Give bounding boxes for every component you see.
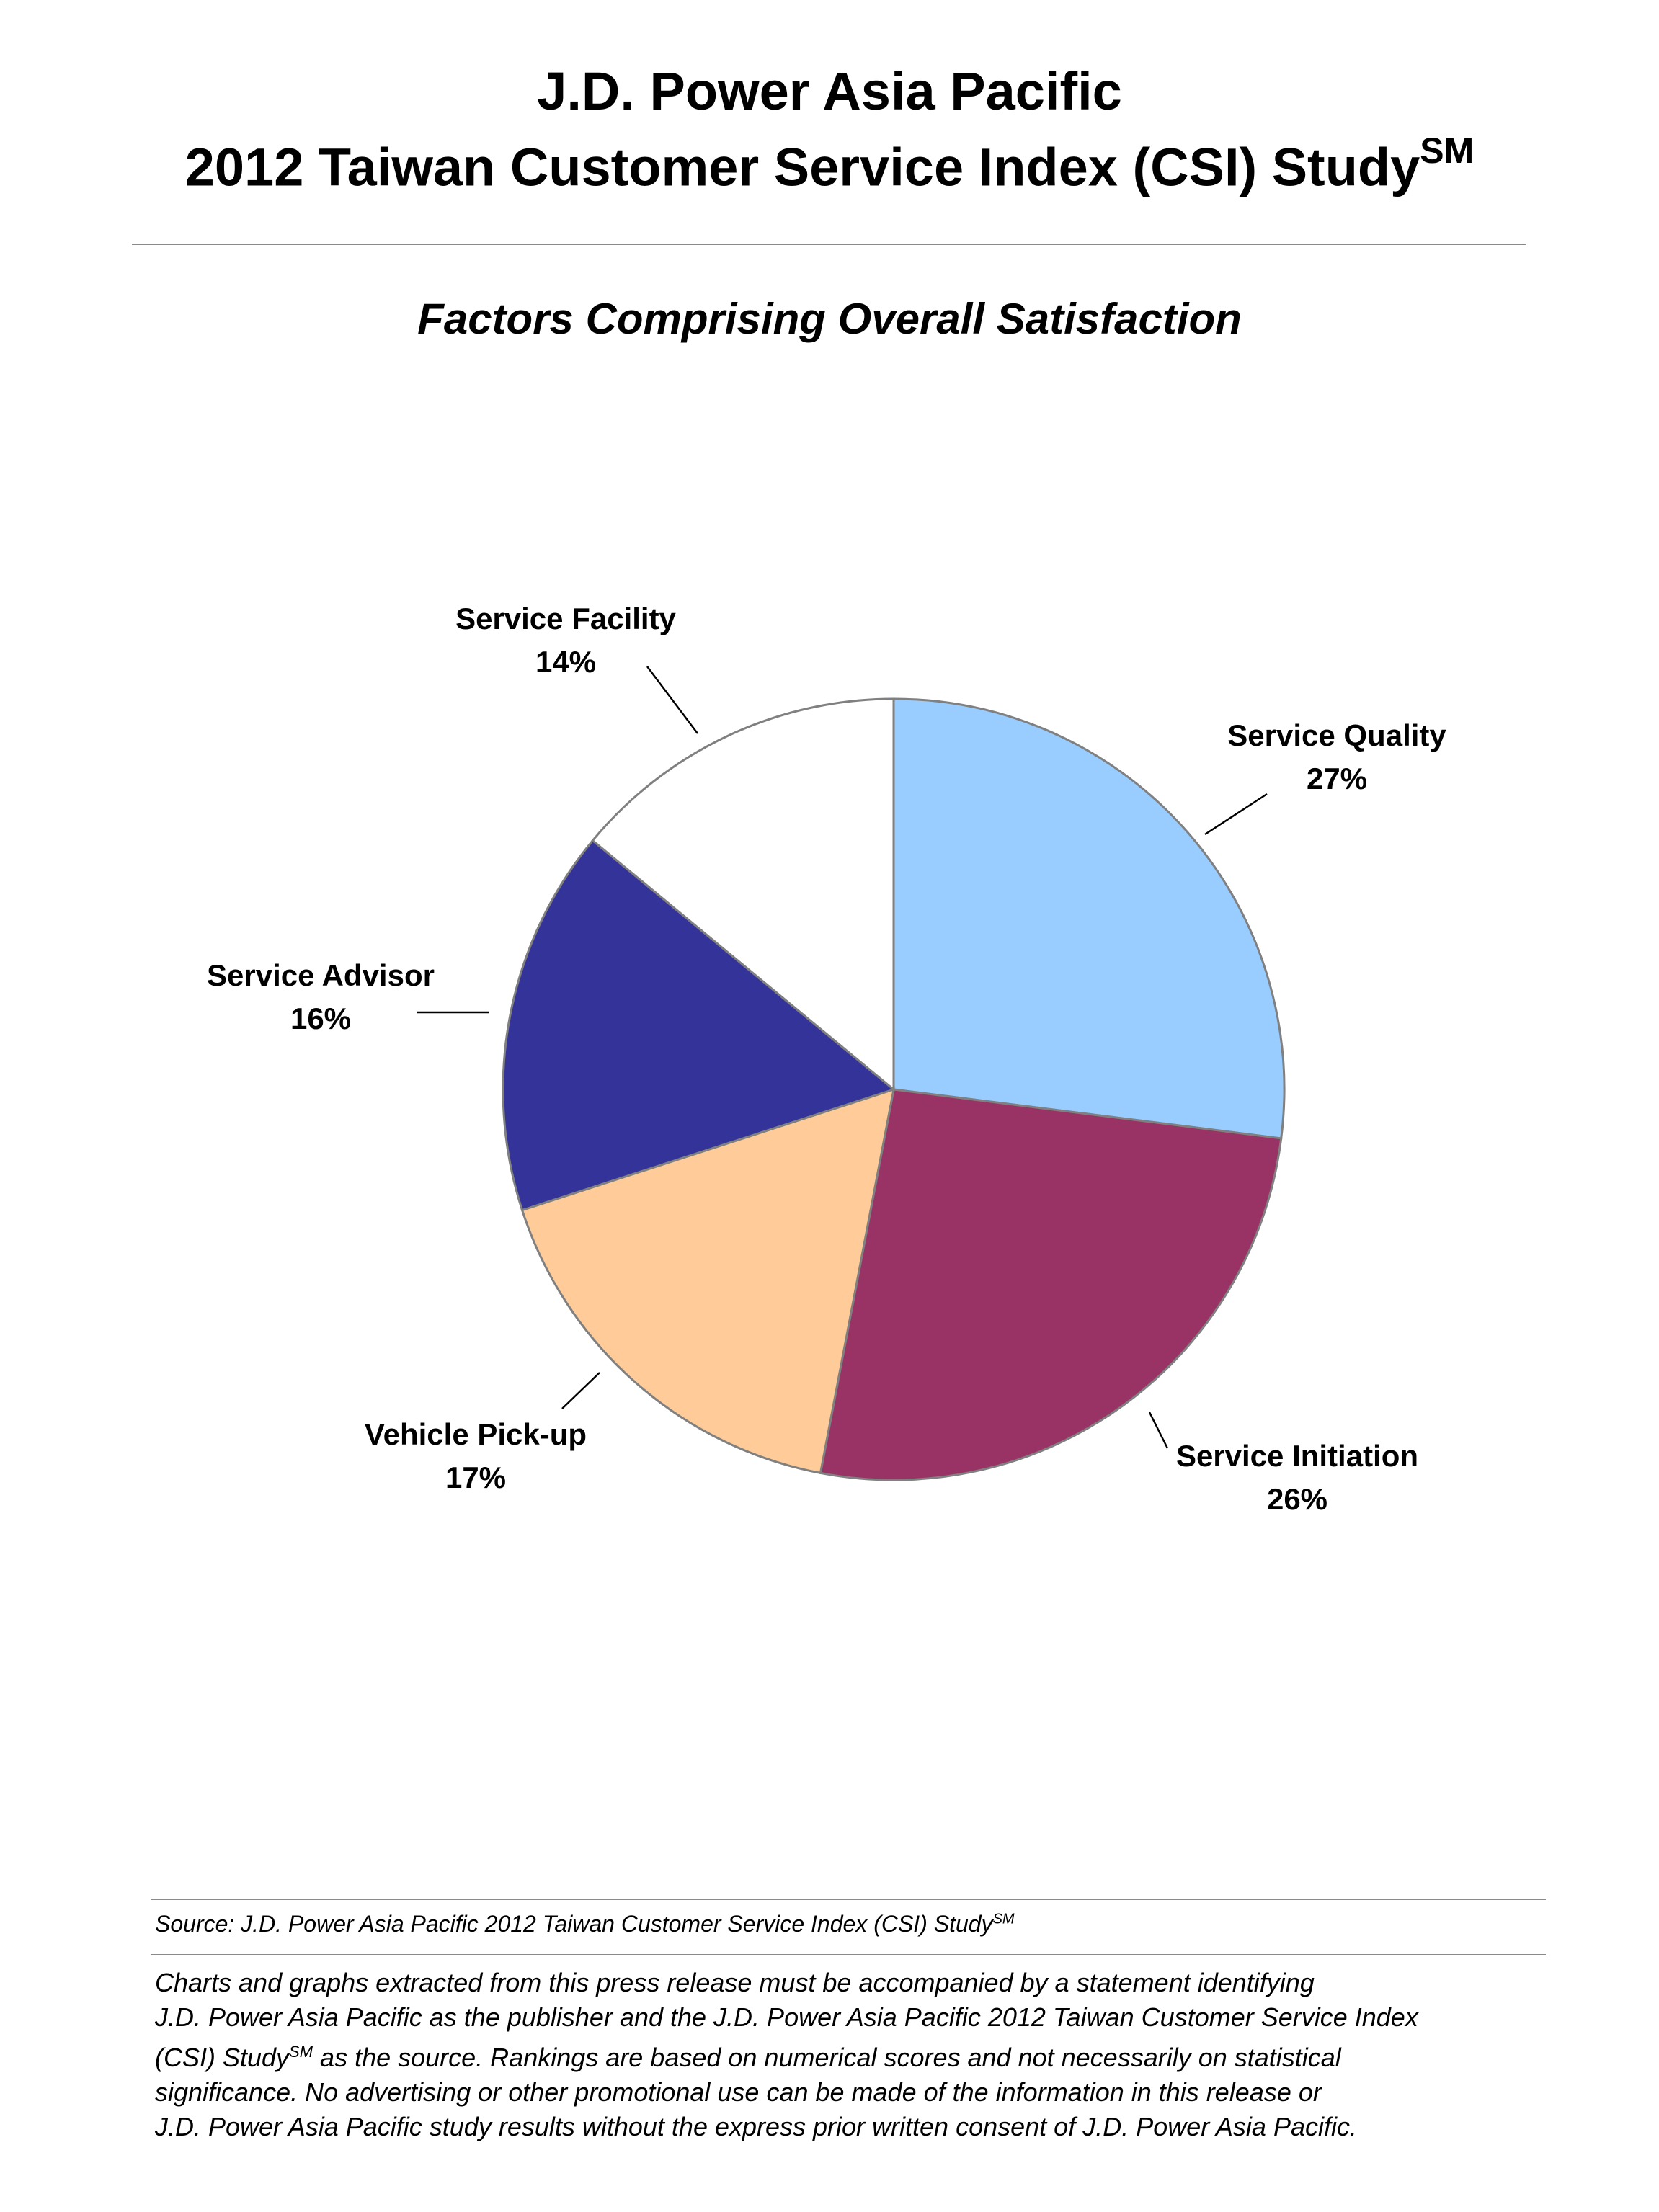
source-divider-top (151, 1899, 1546, 1900)
disclaimer-line-3-end: as the source. Rankings are based on num… (313, 2043, 1341, 2072)
disclaimer-line-3: (CSI) StudySM as the source. Rankings ar… (155, 2035, 1549, 2075)
title-line-1: J.D. Power Asia Pacific (537, 61, 1122, 121)
page-title: J.D. Power Asia Pacific 2012 Taiwan Cust… (0, 65, 1659, 195)
disclaimer-line-1: Charts and graphs extracted from this pr… (155, 1968, 1315, 1997)
source-service-mark: SM (992, 1911, 1015, 1927)
title-divider (132, 244, 1526, 245)
disclaimer-line-3-start: (CSI) Study (155, 2043, 290, 2072)
slice-value-service-facility: 14% (535, 645, 596, 679)
disclaimer-line-5: J.D. Power Asia Pacific study results wi… (155, 2112, 1357, 2141)
disclaimer-line-4: significance. No advertising or other pr… (155, 2077, 1322, 2107)
title-line-2: 2012 Taiwan Customer Service Index (CSI)… (0, 133, 1659, 197)
disclaimer-service-mark: SM (289, 2043, 313, 2061)
leader-line-service-quality (1204, 793, 1268, 836)
pie-slice-service-quality (892, 697, 1286, 1140)
title-line-2-text: 2012 Taiwan Customer Service Index (CSI)… (184, 137, 1420, 197)
slice-value-service-quality: 27% (1307, 762, 1367, 795)
leader-line-vehicle-pick-up (561, 1372, 600, 1409)
slice-value-vehicle-pick-up: 17% (445, 1460, 506, 1494)
slice-name-service-advisor: Service Advisor (207, 958, 435, 992)
slice-name-service-facility: Service Facility (455, 602, 676, 635)
source-divider-bottom (151, 1954, 1546, 1955)
pie-slice-service-facility (591, 697, 895, 1092)
slice-value-service-advisor: 16% (290, 1002, 351, 1035)
service-mark: SM (1420, 130, 1475, 171)
slice-value-service-initiation: 26% (1267, 1482, 1327, 1516)
slice-name-service-quality: Service Quality (1227, 718, 1446, 752)
source-note: Source: J.D. Power Asia Pacific 2012 Tai… (155, 1911, 1015, 1937)
pie-slice-vehicle-pick-up (520, 1087, 895, 1475)
pie-slice-service-initiation (819, 1088, 1283, 1481)
source-text: Source: J.D. Power Asia Pacific 2012 Tai… (155, 1911, 993, 1937)
pie-chart: Service Quality 27% Service Initiation 26% V… (207, 602, 1446, 1516)
leader-line-service-facility (646, 666, 698, 734)
chart-title: Factors Comprising Overall Satisfaction (417, 295, 1242, 343)
disclaimer-line-2: J.D. Power Asia Pacific as the publisher… (155, 2002, 1418, 2032)
pie-slice-service-advisor (502, 839, 897, 1212)
leader-line-service-initiation (1148, 1412, 1169, 1449)
slice-name-vehicle-pick-up: Vehicle Pick-up (365, 1417, 587, 1451)
slice-name-service-initiation: Service Initiation (1176, 1439, 1418, 1473)
disclaimer: Charts and graphs extracted from this pr… (155, 1966, 1549, 2144)
